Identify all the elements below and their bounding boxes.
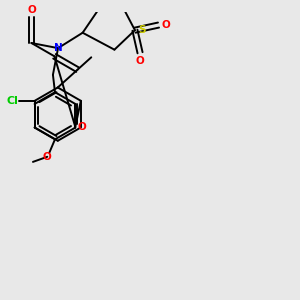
Text: S: S xyxy=(138,25,146,35)
Text: O: O xyxy=(162,20,171,30)
Text: O: O xyxy=(27,5,36,15)
Text: N: N xyxy=(54,43,63,53)
Text: O: O xyxy=(78,122,86,132)
Text: Cl: Cl xyxy=(6,96,18,106)
Text: O: O xyxy=(43,152,52,162)
Text: O: O xyxy=(136,56,144,66)
